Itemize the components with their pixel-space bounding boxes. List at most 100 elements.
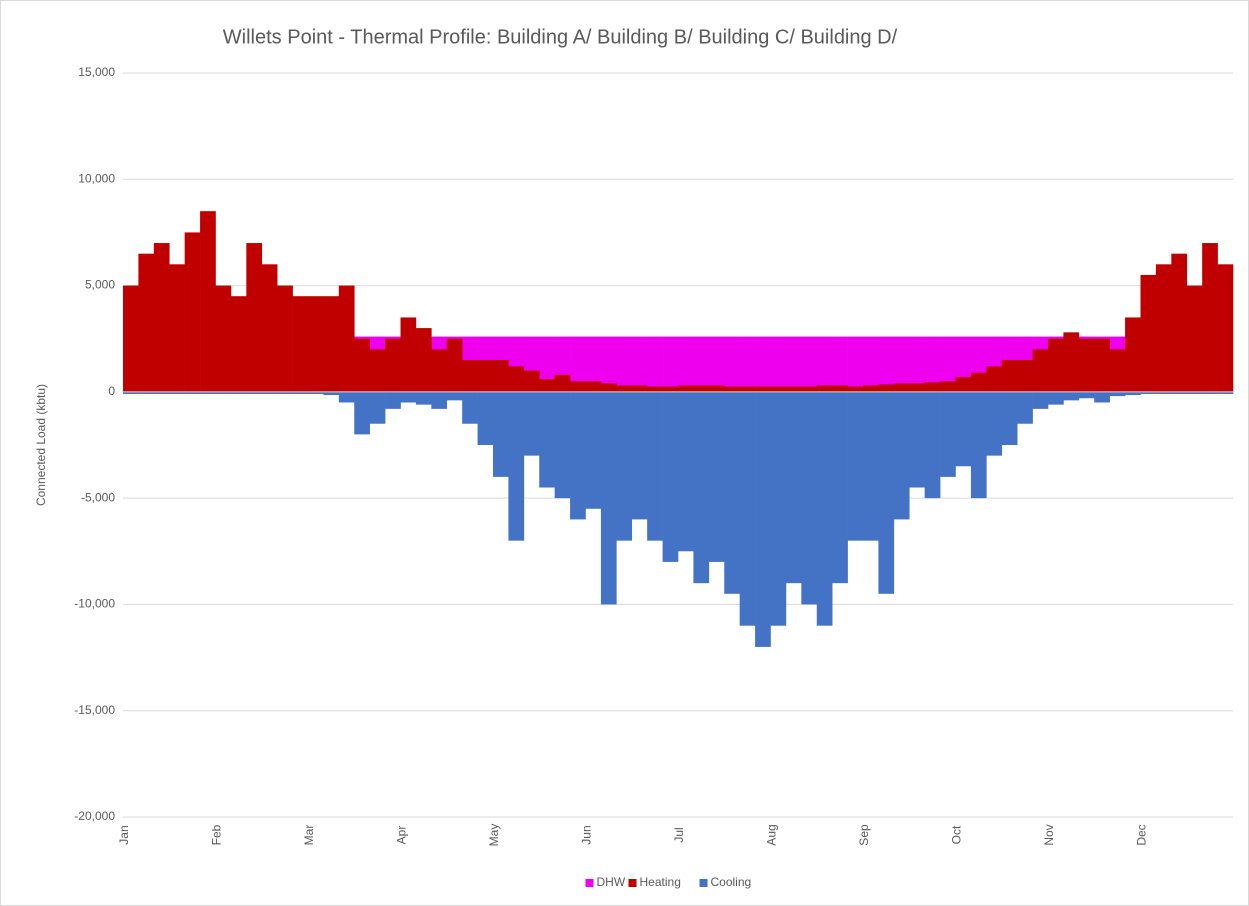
bar — [570, 336, 586, 392]
bar — [138, 391, 155, 394]
bar — [847, 386, 864, 392]
legend-label: Cooling — [711, 875, 752, 889]
bar — [308, 296, 324, 392]
bar — [277, 391, 293, 394]
bar — [986, 391, 1003, 456]
bar — [909, 383, 925, 392]
bar — [1140, 391, 1157, 394]
bar — [246, 243, 263, 392]
bar — [600, 383, 617, 392]
bar — [415, 391, 432, 405]
bar — [446, 338, 463, 392]
bar — [909, 336, 925, 392]
bar — [338, 391, 355, 403]
bar — [832, 336, 848, 392]
bar — [893, 391, 910, 520]
bar — [230, 296, 247, 392]
y-tick-label: -15,000 — [74, 703, 115, 717]
bar — [832, 391, 848, 584]
y-tick-label: -5,000 — [81, 490, 115, 504]
bar — [909, 391, 925, 488]
x-tick-label: Feb — [210, 824, 224, 845]
bar — [647, 386, 663, 392]
bar — [153, 243, 170, 392]
bar — [785, 336, 802, 392]
x-tick-label: Sep — [857, 824, 871, 846]
bar — [277, 285, 293, 392]
bar — [816, 385, 833, 392]
bar — [354, 338, 370, 392]
bar — [785, 391, 802, 584]
bar — [123, 285, 139, 392]
bar — [585, 391, 602, 509]
x-tick-label: Apr — [395, 826, 409, 845]
bar — [801, 386, 818, 392]
bar — [493, 391, 509, 477]
bar — [292, 391, 309, 394]
bar — [955, 391, 972, 467]
bar — [863, 391, 879, 541]
bar — [801, 391, 818, 605]
bar — [1001, 391, 1018, 445]
bar — [770, 391, 787, 626]
bar — [1171, 391, 1188, 394]
bar — [1078, 338, 1095, 392]
bar — [893, 336, 910, 392]
bar — [1217, 264, 1234, 392]
bar — [523, 391, 540, 456]
bar — [755, 386, 771, 392]
bar — [708, 336, 725, 392]
bar — [878, 391, 895, 594]
bar — [554, 374, 571, 392]
bar — [662, 386, 679, 392]
bar — [1048, 338, 1064, 392]
bar — [878, 336, 895, 392]
bar — [832, 385, 848, 392]
x-tick-label: May — [487, 824, 501, 847]
bar — [400, 317, 417, 392]
bar — [986, 366, 1003, 392]
bar — [1186, 285, 1203, 392]
bar — [1048, 391, 1064, 405]
bar — [755, 336, 771, 392]
bar — [893, 383, 910, 392]
bar — [955, 376, 972, 392]
bar — [246, 391, 263, 394]
x-tick-label: Mar — [302, 825, 316, 846]
bar — [1155, 391, 1172, 394]
bar — [693, 391, 710, 584]
bar — [863, 336, 879, 392]
bar — [477, 359, 494, 392]
bar — [261, 391, 278, 394]
bar — [539, 379, 555, 392]
bar — [385, 391, 401, 409]
legend-label: DHW — [597, 875, 626, 889]
bar — [770, 386, 787, 392]
bar — [508, 391, 525, 541]
bar — [631, 391, 648, 520]
bar — [940, 336, 956, 392]
bar — [184, 391, 201, 394]
bar — [200, 391, 216, 394]
bar — [138, 253, 155, 392]
bar — [308, 391, 324, 394]
bar — [215, 285, 232, 392]
bar — [523, 370, 540, 392]
bar — [493, 359, 509, 392]
bar — [323, 296, 340, 392]
bar — [739, 386, 756, 392]
y-tick-label: -10,000 — [74, 597, 115, 611]
bar — [1078, 391, 1095, 399]
legend-swatch — [585, 879, 594, 887]
bar — [662, 391, 679, 562]
bar — [1217, 391, 1234, 394]
y-tick-label: -20,000 — [74, 809, 115, 823]
bar — [770, 336, 787, 392]
bar — [261, 264, 278, 392]
y-tick-label: 0 — [108, 384, 115, 398]
bar — [1063, 332, 1080, 392]
chart-title: Willets Point - Thermal Profile: Buildin… — [223, 26, 898, 48]
bar — [292, 296, 309, 392]
bar — [616, 336, 633, 392]
